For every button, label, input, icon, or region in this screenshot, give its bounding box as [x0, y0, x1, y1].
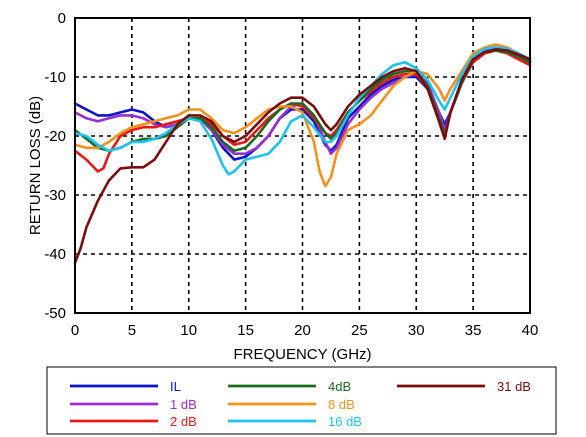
y-tick-label: -40 — [44, 246, 66, 263]
grid — [75, 18, 530, 313]
series-line-8-db — [73, 43, 532, 188]
legend-label: 31 dB — [497, 379, 531, 394]
x-tick-label: 5 — [128, 322, 136, 339]
x-axis-label: FREQUENCY (GHz) — [233, 346, 371, 363]
y-axis-label: RETURN LOSS (dB) — [27, 96, 44, 235]
y-tick-label: -50 — [44, 305, 66, 322]
x-tick-labels: 0 5 10 15 20 25 30 35 40 — [71, 322, 539, 339]
x-tick-label: 25 — [351, 322, 368, 339]
x-tick-label: 35 — [465, 322, 482, 339]
x-tick-label: 15 — [237, 322, 254, 339]
legend-label: 8 dB — [328, 397, 355, 412]
legend-label: 2 dB — [170, 414, 197, 429]
legend-label: 4dB — [328, 379, 351, 394]
y-tick-labels: 0 -10 -20 -30 -40 -50 — [44, 10, 66, 322]
x-tick-label: 10 — [180, 322, 197, 339]
x-tick-label: 30 — [408, 322, 425, 339]
y-tick-label: -20 — [44, 128, 66, 145]
x-tick-label: 20 — [294, 322, 311, 339]
x-tick-label: 40 — [522, 322, 539, 339]
series-line-16-db — [73, 46, 532, 176]
legend-label: IL — [170, 379, 181, 394]
y-tick-label: 0 — [58, 10, 66, 27]
legend: IL 1 dB 2 dB 4dB 8 dB 16 dB 31 dB — [46, 366, 557, 435]
plot-frame — [74, 17, 531, 314]
y-tick-label: -10 — [44, 69, 66, 86]
series-line-31-db — [73, 48, 532, 265]
legend-label: 1 dB — [170, 397, 197, 412]
legend-label: 16 dB — [328, 414, 362, 429]
x-tick-label: 0 — [71, 322, 79, 339]
legend-box — [46, 366, 557, 435]
series-lines — [73, 43, 532, 265]
y-tick-label: -30 — [44, 187, 66, 204]
